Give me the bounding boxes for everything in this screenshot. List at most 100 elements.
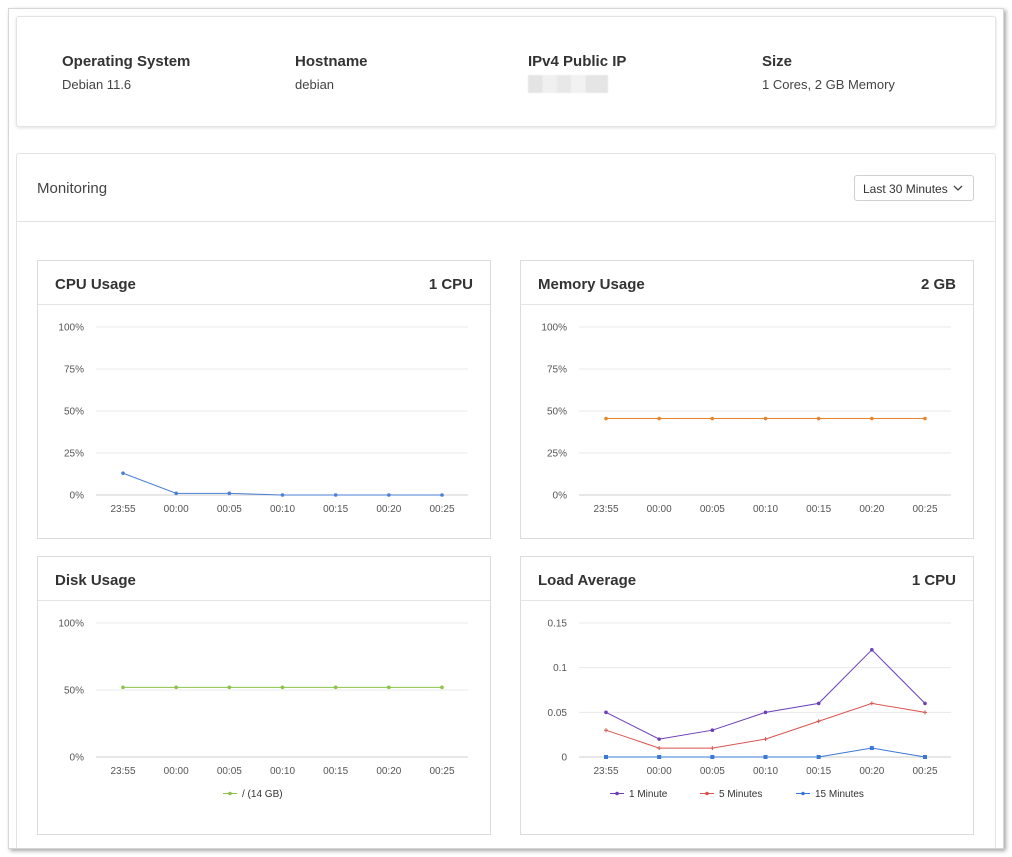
memory-panel-header: Memory Usage 2 GB [521, 261, 973, 305]
monitoring-card: Monitoring Last 30 Minutes CPU Usage 1 C… [16, 153, 996, 848]
y-tick-label: 0.05 [548, 708, 568, 719]
data-point [604, 755, 608, 759]
x-tick-label: 00:00 [647, 766, 672, 777]
y-tick-label: 0.1 [553, 663, 567, 674]
x-tick-label: 00:15 [323, 504, 348, 515]
os-label: Operating System [62, 53, 191, 70]
y-tick-label: 0% [70, 753, 85, 764]
x-tick-label: 00:10 [753, 766, 778, 777]
server-overview-frame: Operating System Debian 11.6 Hostname de… [8, 8, 1004, 849]
data-point [657, 416, 661, 421]
y-tick-label: 75% [64, 365, 84, 376]
y-tick-label: 50% [64, 407, 84, 418]
x-tick-label: 23:55 [110, 504, 135, 515]
x-tick-label: 00:00 [164, 766, 189, 777]
x-tick-label: 00:10 [270, 766, 295, 777]
x-tick-label: 00:10 [753, 504, 778, 515]
series-line [605, 702, 926, 749]
data-point [121, 685, 125, 690]
x-tick-label: 00:20 [859, 504, 884, 515]
y-tick-label: 0% [70, 491, 85, 502]
disk-usage-chart: 0% 50% 100% 23:55 00:00 00:05 00:10 00:15 00:20 0… [58, 619, 468, 800]
disk-panel-header: Disk Usage [38, 557, 490, 601]
x-tick-label: 00:15 [806, 766, 831, 777]
data-point [870, 416, 874, 421]
data-point [816, 416, 821, 421]
data-point [710, 746, 715, 751]
data-point [657, 737, 661, 741]
y-tick-label: 100% [541, 323, 567, 334]
x-tick-label: 00:25 [429, 504, 454, 515]
legend-label: 15 Minutes [815, 789, 864, 800]
memory-usage-chart: 0% 25% 50% 75% 100% 23:55 00:00 00:05 00:10 00:15… [541, 323, 951, 515]
data-point [333, 685, 338, 690]
data-point [657, 755, 662, 759]
data-point [387, 493, 391, 497]
y-tick-label: 0% [553, 491, 568, 502]
ip-field: IPv4 Public IP [528, 53, 626, 93]
y-tick-label: 100% [58, 619, 84, 630]
x-tick-label: 00:20 [376, 766, 401, 777]
x-tick-label: 00:05 [217, 766, 242, 777]
legend-swatch-marker [615, 791, 619, 796]
x-tick-label: 00:00 [164, 504, 189, 515]
legend-item: 1 Minute [610, 789, 668, 800]
data-point [710, 755, 715, 759]
data-point [869, 746, 874, 751]
data-point [227, 491, 232, 496]
legend-item: 5 Minutes [700, 789, 762, 800]
data-point [816, 719, 821, 724]
y-tick-label: 50% [547, 407, 567, 418]
y-tick-label: 25% [547, 449, 567, 460]
memory-panel-meta: 2 GB [920, 276, 956, 293]
time-range-select[interactable]: Last 30 Minutes [854, 175, 974, 201]
data-point [440, 493, 444, 497]
time-range-value: Last 30 Minutes [863, 182, 948, 196]
legend-label: / (14 GB) [242, 789, 283, 800]
hostname-label: Hostname [295, 53, 368, 70]
disk-usage-panel: Disk Usage 0% 50% 100% 23:55 00:00 00:05 00:10… [37, 556, 491, 835]
x-tick-label: 00:25 [912, 504, 937, 515]
y-tick-label: 25% [64, 449, 84, 460]
series-line [122, 472, 442, 496]
disk-panel-title: Disk Usage [55, 572, 136, 589]
load-panel-title: Load Average [538, 572, 637, 589]
x-tick-label: 00:05 [700, 504, 725, 515]
hostname-value: debian [295, 77, 335, 92]
server-summary-card: Operating System Debian 11.6 Hostname de… [16, 16, 996, 127]
y-tick-label: 75% [547, 365, 567, 376]
data-point [604, 416, 608, 421]
legend-swatch-marker [228, 791, 232, 796]
x-tick-label: 23:55 [110, 766, 135, 777]
data-point [763, 710, 768, 715]
data-point [923, 710, 927, 715]
cpu-usage-chart: 0% 25% 50% 75% 100% 23:55 00:00 00:05 00:10 00:15… [58, 323, 468, 515]
data-point [763, 416, 768, 421]
cpu-panel-meta: 1 CPU [428, 276, 473, 293]
memory-usage-panel: Memory Usage 2 GB 0% 25% 50% 75% 100% 23:55 00… [520, 260, 974, 539]
data-point [710, 728, 715, 732]
y-tick-label: 0 [561, 753, 567, 764]
legend-label: 1 Minute [629, 789, 668, 800]
y-tick-label: 50% [64, 686, 84, 697]
x-tick-label: 00:20 [859, 766, 884, 777]
size-label: Size [762, 53, 793, 70]
data-point [923, 755, 927, 759]
y-tick-label: 0.15 [548, 619, 568, 630]
legend-label: 5 Minutes [719, 789, 762, 800]
monitoring-title: Monitoring [37, 180, 108, 197]
data-point [121, 471, 125, 475]
ip-value-redacted [528, 75, 608, 93]
x-tick-label: 00:05 [217, 504, 242, 515]
load-panel-header: Load Average 1 CPU [521, 557, 973, 601]
memory-panel-title: Memory Usage [538, 276, 645, 293]
data-point [816, 755, 821, 759]
x-tick-label: 00:00 [647, 504, 672, 515]
x-tick-label: 23:55 [593, 766, 618, 777]
monitoring-header: Monitoring Last 30 Minutes [17, 154, 995, 222]
x-tick-label: 00:15 [323, 766, 348, 777]
data-point [333, 493, 338, 497]
chevron-down-icon [953, 185, 963, 191]
data-point [227, 685, 232, 690]
data-point [174, 491, 178, 496]
